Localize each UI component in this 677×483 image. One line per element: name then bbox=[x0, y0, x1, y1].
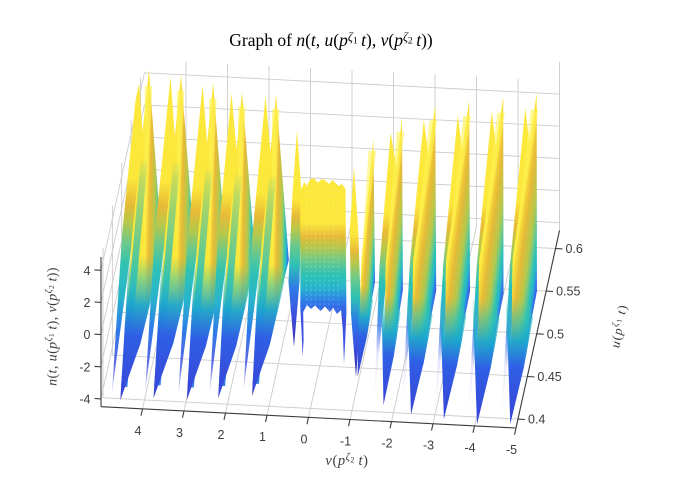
svg-text:0.6: 0.6 bbox=[566, 242, 583, 256]
svg-text:-4: -4 bbox=[464, 441, 475, 455]
svg-text:4: 4 bbox=[135, 424, 142, 438]
svg-text:0.45: 0.45 bbox=[537, 370, 561, 384]
svg-text:0: 0 bbox=[301, 432, 308, 446]
svg-text:-1: -1 bbox=[340, 435, 351, 449]
svg-text:Graph of n(t, u(pζ1 t), v(pζ2: Graph of n(t, u(pζ1 t), v(pζ2 t)) bbox=[229, 30, 433, 50]
svg-text:-4: -4 bbox=[79, 393, 90, 407]
svg-text:4: 4 bbox=[84, 264, 91, 278]
svg-text:-2: -2 bbox=[381, 437, 392, 451]
svg-text:2: 2 bbox=[218, 428, 225, 442]
svg-text:-5: -5 bbox=[506, 443, 517, 457]
svg-text:3: 3 bbox=[176, 426, 183, 440]
svg-text:2: 2 bbox=[84, 296, 91, 310]
svg-text:-3: -3 bbox=[423, 439, 434, 453]
svg-text:1: 1 bbox=[259, 430, 266, 444]
svg-text:0.5: 0.5 bbox=[547, 327, 564, 341]
svg-text:n(t, u(pζ1 t), v(pζ2 t)): n(t, u(pζ1 t), v(pζ2 t)) bbox=[44, 267, 61, 386]
svg-text:-2: -2 bbox=[79, 360, 90, 374]
svg-text:0.55: 0.55 bbox=[556, 285, 580, 299]
svg-text:0.4: 0.4 bbox=[528, 413, 545, 427]
svg-text:0: 0 bbox=[84, 328, 91, 342]
